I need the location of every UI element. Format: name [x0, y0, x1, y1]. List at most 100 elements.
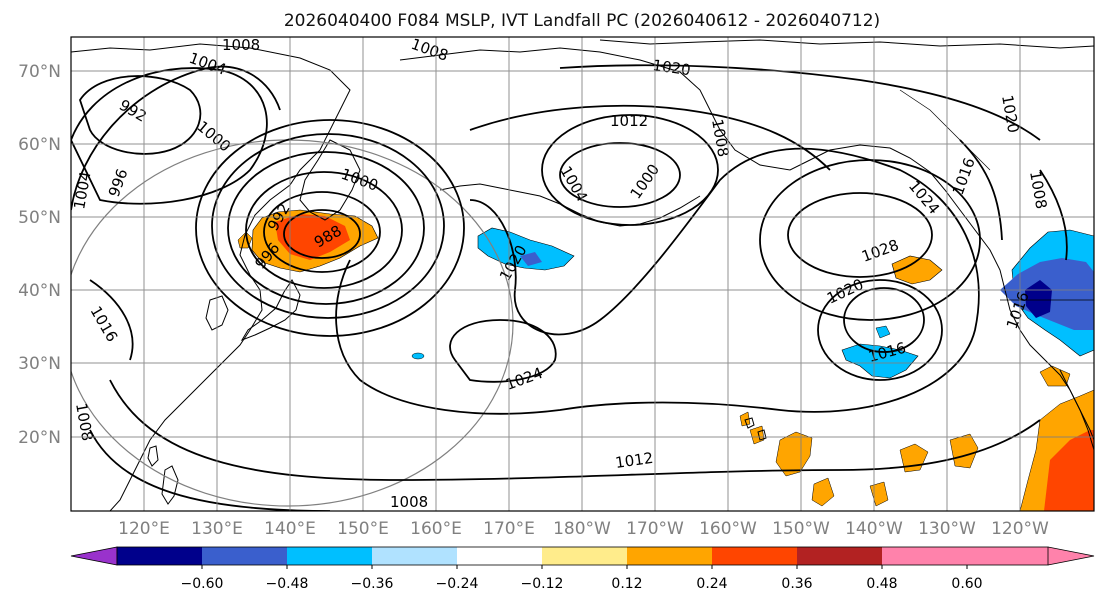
contour-nw-1	[79, 75, 202, 155]
contour-coast-1016	[959, 139, 1003, 241]
ivt-positive-region-tropics-1	[775, 431, 813, 477]
coastline-north	[599, 39, 1094, 49]
colorbar-tick-label: 0.24	[696, 576, 727, 592]
lon-label: 170°W	[626, 519, 684, 539]
colorbar-tick-label: −0.60	[181, 576, 224, 592]
lon-label: 140°E	[264, 519, 316, 539]
contour-label: 1004	[70, 170, 94, 211]
coastline-alaska	[399, 47, 1094, 441]
contour-low-3	[245, 171, 403, 289]
lat-label-20n: 20°N	[18, 428, 61, 448]
ivt-strong-region-tropics	[1044, 430, 1094, 511]
lon-label: 180°W	[553, 519, 611, 539]
contour-low-1	[283, 209, 361, 259]
coastline-asia	[71, 43, 351, 511]
contour-bering-1	[559, 142, 681, 208]
lat-label-50n: 50°N	[18, 208, 61, 228]
contour-nw-2	[71, 67, 268, 205]
colorbar: −0.60 −0.48 −0.36 −0.24 −0.12 0.12 0.24 …	[70, 546, 1095, 592]
contour-label: 1008	[390, 493, 428, 511]
ivt-positive-region-tropics-7	[739, 411, 751, 427]
coastlines	[71, 39, 1094, 511]
contour-subtropical-1012	[109, 379, 1041, 481]
colorbar-tick-label: −0.24	[436, 576, 479, 592]
colorbar-segment	[372, 547, 457, 565]
colorbar-segment	[712, 547, 797, 565]
ivt-positive-region-tropics-9	[1039, 365, 1071, 387]
colorbar-tick-label: 0.12	[611, 576, 642, 592]
colorbar-tick-label: −0.36	[351, 576, 394, 592]
colorbar-segment	[627, 547, 712, 565]
contour-high-ne-1	[787, 192, 933, 278]
colorbar-tick-label: −0.12	[521, 576, 564, 592]
coastline-korea	[205, 295, 229, 331]
colorbar-left-extension	[70, 546, 118, 566]
contour-east-low-1	[843, 287, 925, 353]
ivt-positive-region-east	[891, 255, 943, 285]
contour-label: 1012	[614, 449, 654, 472]
ivt-positive-region-tropics-5	[811, 477, 835, 507]
ivt-negative-region-east	[841, 343, 919, 379]
ivt-positive-region-tropics-3	[949, 433, 979, 469]
lon-label: 150°W	[772, 519, 830, 539]
lon-label: 170°E	[483, 519, 535, 539]
contour-subtropical-1008	[89, 429, 331, 511]
colorbar-tick-label: −0.48	[266, 576, 309, 592]
colorbar-outline-right	[1047, 546, 1095, 566]
colorbar-segment	[882, 547, 967, 565]
contour-label: 1012	[610, 112, 648, 130]
colorbar-frame	[116, 546, 1049, 566]
contour-north-1012	[469, 104, 831, 171]
latitude-labels: 70°N 60°N 50°N 40°N 30°N 20°N	[18, 62, 61, 448]
contour-north-1020	[559, 64, 1041, 141]
ivt-negative-region-central	[477, 227, 575, 271]
colorbar-segment	[542, 547, 627, 565]
contour-nw-3	[71, 65, 281, 211]
colorbar-tick-label: 0.48	[866, 576, 897, 592]
contour-label: 1008	[222, 36, 260, 54]
ivt-negative-core-central	[520, 252, 542, 266]
longitude-labels: 120°E 130°E 140°E 150°E 160°E 170°E 180°…	[118, 519, 1049, 539]
lat-label-30n: 30°N	[18, 354, 61, 374]
contour-subtropical-1024	[335, 147, 980, 415]
colorbar-right-extension	[967, 547, 1094, 565]
contour-label: 1020	[651, 56, 691, 79]
lon-label: 130°E	[191, 519, 243, 539]
coastline-aleutians	[439, 183, 701, 227]
colorbar-tick-label: 0.36	[781, 576, 812, 592]
lat-label-60n: 60°N	[18, 135, 61, 155]
lon-label: 160°E	[410, 519, 462, 539]
contour-subtropical-1020	[449, 319, 557, 383]
contour-1016-west	[89, 279, 134, 361]
lon-label: 140°W	[845, 519, 903, 539]
contour-east-low-2	[817, 279, 943, 381]
contour-bering-2	[541, 114, 719, 226]
colorbar-segment	[457, 547, 542, 565]
graticule	[71, 37, 1094, 511]
lon-label: 150°E	[337, 519, 389, 539]
coastline-japan	[240, 279, 301, 341]
contour-low-5	[211, 133, 445, 319]
lat-label-70n: 70°N	[18, 62, 61, 82]
map-frame	[70, 36, 1095, 512]
mslp-contours	[71, 64, 1068, 511]
contour-coast-1008	[1039, 169, 1068, 261]
colorbar-segment	[287, 547, 372, 565]
ivt-shading	[237, 209, 1094, 511]
colorbar-segment	[797, 547, 882, 565]
coastline-philippines	[161, 465, 179, 505]
ivt-negative-spot-small	[411, 352, 425, 360]
contour-low-2	[263, 191, 381, 273]
lon-label: 120°E	[118, 519, 170, 539]
ivt-strong-region-kamchatka	[275, 214, 350, 260]
colorbar-segment	[202, 547, 287, 565]
lat-label-40n: 40°N	[18, 281, 61, 301]
map-panel: 1008 1008 1004 992 1000 1004 996 992 996…	[70, 36, 1095, 512]
contour-low-4	[227, 151, 425, 305]
colorbar-tick-label: 0.60	[951, 576, 982, 592]
border-canada	[899, 89, 991, 171]
figure-title: 2026040400 F084 MSLP, IVT Landfall PC (2…	[284, 11, 880, 31]
colorbar-ticks	[201, 565, 968, 569]
colorbar-segment	[117, 547, 202, 565]
